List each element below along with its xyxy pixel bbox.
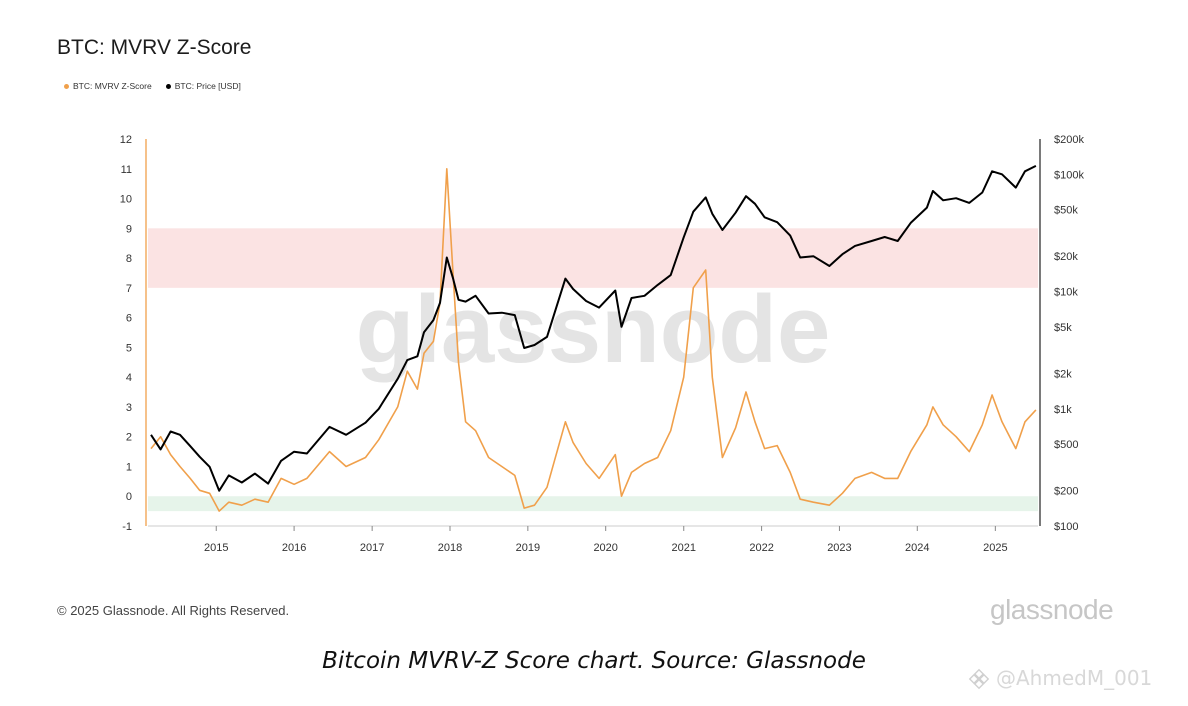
x-tick-label: 2025 <box>983 542 1007 554</box>
legend-item-mvrv[interactable]: BTC: MVRV Z-Score <box>64 81 152 91</box>
binance-logo-icon <box>968 668 990 690</box>
x-tick-label: 2018 <box>438 542 462 554</box>
legend-label-price: BTC: Price [USD] <box>174 81 241 91</box>
x-tick-label: 2024 <box>905 542 929 554</box>
y-left-tick-label: 9 <box>126 223 132 235</box>
chart-canvas: glassnode-10123456789101112$100$200$500$… <box>120 134 1085 554</box>
x-tick-label: 2021 <box>672 542 696 554</box>
chart-title: BTC: MVRV Z-Score <box>57 36 252 59</box>
zone-band-1 <box>148 496 1038 512</box>
y-right-tick-label: $1k <box>1054 404 1072 416</box>
zone-band-0 <box>148 228 1038 288</box>
y-left-tick-label: 7 <box>126 283 132 295</box>
legend-item-price[interactable]: BTC: Price [USD] <box>165 81 241 91</box>
x-tick-label: 2019 <box>516 542 540 554</box>
x-tick-label: 2023 <box>827 542 851 554</box>
chart-legend: BTC: MVRV Z-Score BTC: Price [USD] <box>64 81 241 91</box>
x-tick-label: 2015 <box>204 542 228 554</box>
y-left-tick-label: 5 <box>126 342 132 354</box>
legend-swatch-mvrv <box>64 83 69 89</box>
btc-price-line <box>150 165 1037 492</box>
x-tick-label: 2017 <box>360 542 384 554</box>
legend-label-mvrv: BTC: MVRV Z-Score <box>73 81 152 91</box>
y-right-tick-label: $20k <box>1054 251 1078 263</box>
figure-caption: Bitcoin MVRV-Z Score chart. Source: Glas… <box>322 648 866 674</box>
legend-swatch-price <box>165 83 171 89</box>
y-right-tick-label: $200k <box>1054 134 1084 146</box>
y-right-tick-label: $100 <box>1054 521 1078 533</box>
y-right-tick-label: $10k <box>1054 287 1078 299</box>
y-left-tick-label: -1 <box>122 521 132 533</box>
x-tick-label: 2016 <box>282 542 306 554</box>
y-right-tick-label: $500 <box>1054 439 1078 451</box>
y-right-tick-label: $50k <box>1054 205 1078 217</box>
y-left-tick-label: 8 <box>126 253 132 265</box>
y-left-tick-label: 0 <box>126 491 132 503</box>
y-right-tick-label: $200 <box>1054 486 1078 498</box>
x-tick-label: 2022 <box>749 542 773 554</box>
copyright-text: © 2025 Glassnode. All Rights Reserved. <box>57 603 290 618</box>
y-left-tick-label: 2 <box>126 432 132 444</box>
x-tick-label: 2020 <box>593 542 617 554</box>
y-left-tick-label: 3 <box>126 402 132 414</box>
y-right-tick-label: $100k <box>1054 169 1084 181</box>
y-left-tick-label: 6 <box>126 313 132 325</box>
y-left-tick-label: 12 <box>120 134 132 146</box>
y-left-tick-label: 4 <box>126 372 132 384</box>
y-left-tick-label: 10 <box>120 194 132 206</box>
y-right-tick-label: $5k <box>1054 322 1072 334</box>
y-left-tick-label: 1 <box>126 461 132 473</box>
author-handle: @AhmedM_001 <box>996 666 1153 690</box>
brand-logo-text: glassnode <box>990 594 1114 625</box>
mvrv-zscore-line <box>150 168 1037 512</box>
y-left-tick-label: 11 <box>121 164 132 176</box>
y-right-tick-label: $2k <box>1054 368 1072 380</box>
